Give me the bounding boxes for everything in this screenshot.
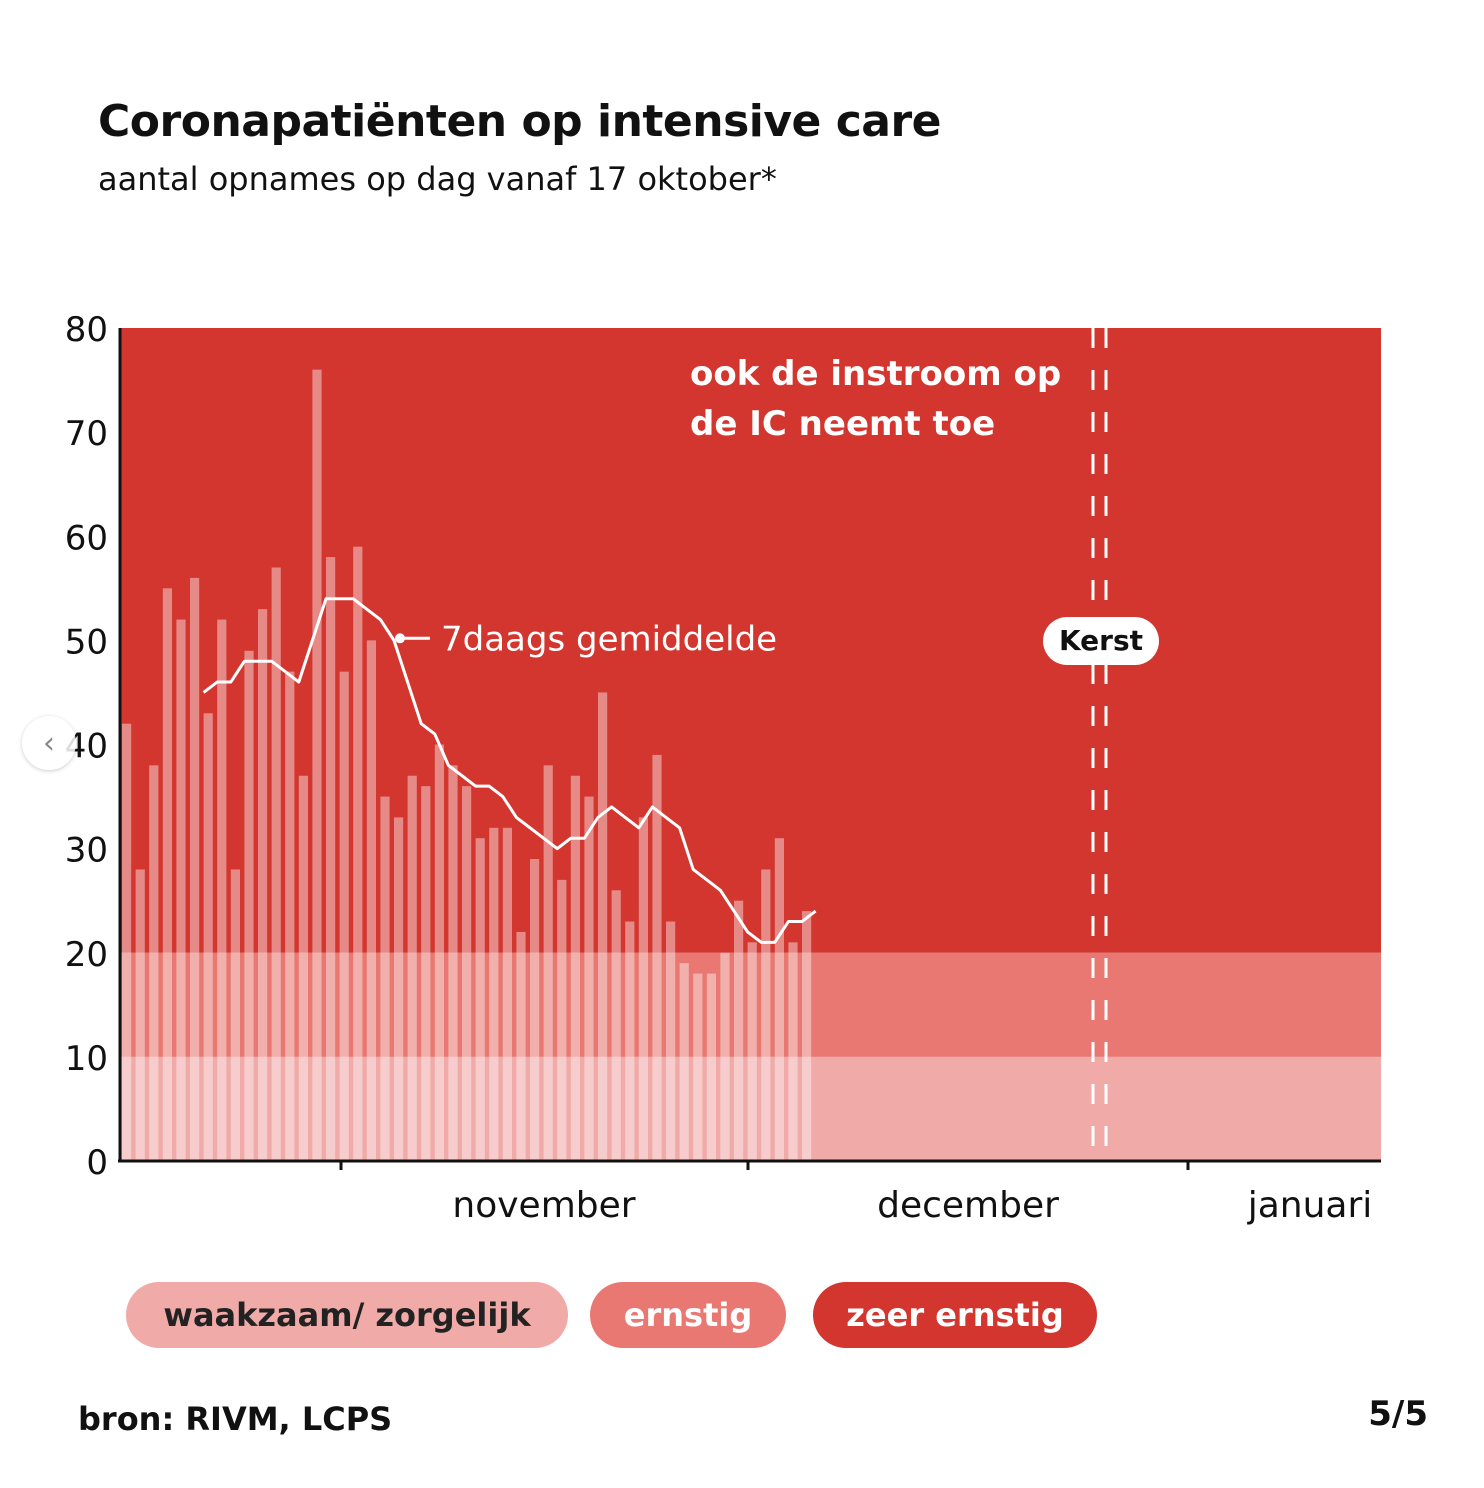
x-month-label: december <box>877 1185 1059 1226</box>
bar <box>584 796 594 1161</box>
y-tick-label: 70 <box>65 414 108 454</box>
bar <box>162 588 172 1161</box>
legend-waakzaam: waakzaam/ zorgelijk <box>126 1282 568 1348</box>
x-month-label: november <box>452 1185 635 1226</box>
legend-zeer-ernstig: zeer ernstig <box>813 1282 1097 1348</box>
bar <box>706 973 716 1161</box>
bar <box>394 817 404 1161</box>
bar <box>788 942 798 1161</box>
bar <box>530 859 540 1161</box>
bar <box>298 775 308 1161</box>
y-tick-label: 80 <box>65 310 108 350</box>
chart-annotations: 7daags gemiddelde ook de instroom op de IC… <box>395 354 1061 659</box>
average-line-label: 7daags gemiddelde <box>441 619 777 659</box>
y-tick-label: 60 <box>65 518 108 558</box>
bar <box>720 952 730 1161</box>
chart-subtitle: aantal opnames op dag vanaf 17 oktober* <box>98 160 777 198</box>
bar <box>611 890 621 1161</box>
seven-day-average-line <box>202 597 817 944</box>
bar <box>339 671 349 1161</box>
bar <box>203 713 213 1161</box>
bar <box>652 754 662 1161</box>
chevron-left-icon: ‹ <box>43 725 55 761</box>
bar <box>802 911 812 1161</box>
bar <box>638 817 648 1161</box>
bar <box>666 921 676 1161</box>
bar <box>774 838 784 1161</box>
annotation-line-2: de IC neemt toe <box>690 404 995 444</box>
bar <box>598 692 608 1161</box>
page-indicator: 5/5 <box>1368 1394 1428 1434</box>
band-waakzaam-zorgelijk <box>120 1056 1381 1161</box>
bar <box>190 577 200 1161</box>
bar <box>557 879 567 1161</box>
y-tick-label: 50 <box>65 622 108 662</box>
bar <box>122 723 132 1161</box>
legend-ernstig: ernstig <box>590 1282 786 1348</box>
bar <box>217 619 227 1161</box>
bar <box>380 796 390 1161</box>
band-ernstig <box>120 952 1381 1057</box>
chart-title: Coronapatiënten op intensive care <box>98 96 942 147</box>
bar <box>312 369 322 1161</box>
bar <box>570 775 580 1161</box>
severity-bands <box>120 328 1381 1161</box>
bar <box>679 963 689 1161</box>
y-tick-label: 0 <box>86 1143 108 1183</box>
bar <box>761 869 771 1161</box>
bar <box>135 869 145 1161</box>
bar <box>366 640 376 1161</box>
bar <box>176 619 186 1161</box>
bar <box>693 973 703 1161</box>
previous-slide-button[interactable]: ‹ <box>22 716 76 770</box>
seven-day-average <box>202 597 817 944</box>
bar <box>448 765 458 1161</box>
bar <box>258 609 268 1161</box>
daily-admission-bars <box>122 369 812 1161</box>
bar <box>543 765 553 1161</box>
bar <box>230 869 240 1161</box>
y-tick-label: 30 <box>65 831 108 871</box>
bar <box>502 827 512 1161</box>
bar <box>353 546 363 1161</box>
annotation-line-1: ook de instroom op <box>690 354 1061 394</box>
kerst-marker: Kerst <box>1043 328 1159 1161</box>
bar <box>734 900 744 1161</box>
kerst-label-pill <box>1043 617 1159 665</box>
kerst-label: Kerst <box>1059 624 1143 657</box>
source-credit: bron: RIVM, LCPS <box>78 1400 393 1438</box>
bar <box>516 931 526 1161</box>
bar <box>244 650 254 1161</box>
bar <box>271 567 281 1161</box>
y-tick-label: 10 <box>65 1039 108 1079</box>
x-month-label: januari <box>1247 1185 1373 1226</box>
bar <box>462 786 472 1161</box>
bar <box>747 942 757 1161</box>
bar <box>421 786 431 1161</box>
band-zeer-ernstig <box>120 328 1381 953</box>
bar <box>625 921 635 1161</box>
y-tick-label: 20 <box>65 935 108 975</box>
bar <box>285 671 295 1161</box>
bar <box>407 775 417 1161</box>
bar <box>489 827 499 1161</box>
bar <box>149 765 159 1161</box>
bar <box>326 557 336 1161</box>
bar <box>475 838 485 1161</box>
bar <box>434 744 444 1161</box>
